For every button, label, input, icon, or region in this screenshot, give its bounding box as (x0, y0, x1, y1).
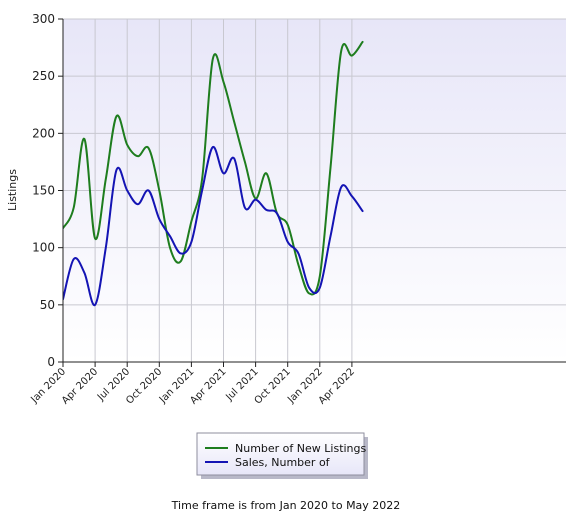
y-tick-labels: 0 50 100 150 200 250 300 (32, 12, 55, 369)
legend: Number of New Listings Sales, Number of (196, 432, 368, 479)
y-tick-label: 50 (40, 298, 55, 312)
y-tick-label: 300 (32, 12, 55, 26)
timeframe-footnote: Time frame is from Jan 2020 to May 2022 (171, 499, 401, 512)
legend-label-sales: Sales, Number of (235, 456, 331, 469)
series-line-new-listings (63, 40, 364, 296)
y-tick-label: 150 (32, 184, 55, 198)
series-lines (63, 40, 364, 306)
y-tick-label: 0 (47, 355, 55, 369)
legend-label-new-listings: Number of New Listings (235, 442, 367, 455)
series-line-sales (63, 146, 364, 306)
y-tick-label: 200 (32, 126, 55, 140)
axes (58, 18, 566, 367)
y-axis-label: Listings (6, 169, 19, 211)
y-tick-label: 100 (32, 241, 55, 255)
y-tick-label: 250 (32, 69, 55, 83)
